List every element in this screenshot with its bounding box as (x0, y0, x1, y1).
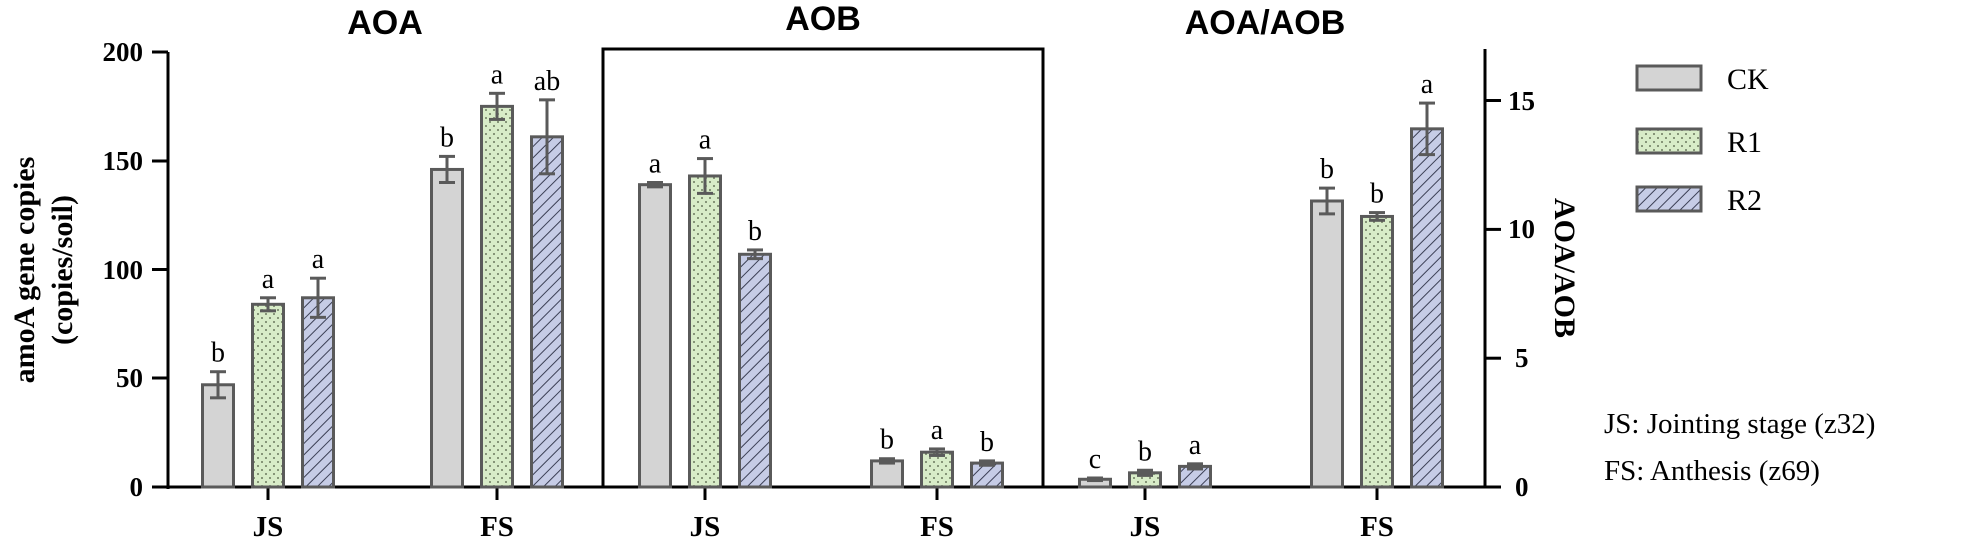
cat-label-aoa-js: JS (253, 511, 284, 543)
legend-swatch-r2 (1635, 185, 1703, 213)
sig-label-aoa-aob-js-ck: c (1089, 444, 1101, 475)
right-tick-label-0: 0 (1515, 472, 1529, 502)
left-axis-label-line2: (copies/soil) (46, 195, 79, 345)
sig-label-aob-js-r1: a (699, 125, 712, 156)
right-tick-label-5: 5 (1515, 343, 1529, 373)
sig-label-aoa-js-ck: b (211, 338, 225, 369)
bar-aob-fs-ck (870, 459, 904, 489)
sig-label-aoa-aob-js-r2: a (1189, 430, 1202, 461)
sig-label-aoa-aob-fs-ck: b (1320, 154, 1334, 185)
bar-aoa-aob-fs-ck (1310, 199, 1344, 489)
note-fs: FS: Anthesis (z69) (1604, 455, 1820, 487)
legend-swatch-r1 (1635, 127, 1703, 155)
right-tick-label-15: 15 (1508, 86, 1535, 116)
bar-aob-js-ck (638, 183, 672, 489)
right-ticks: 0 5 10 15 (1485, 86, 1535, 502)
sig-label-aoa-aob-js-r1: b (1138, 436, 1152, 467)
sig-label-aoa-fs-ck: b (440, 122, 454, 153)
left-tick-label-150: 150 (103, 146, 144, 176)
panel-title-aob: AOB (785, 0, 861, 38)
left-tick-label-100: 100 (103, 255, 144, 285)
cat-label-ratio-fs: FS (1360, 511, 1394, 543)
cat-label-aoa-fs: FS (480, 511, 514, 543)
bar-aoa-aob-fs-r2 (1410, 127, 1444, 489)
sig-label-aoa-fs-r1: a (491, 59, 504, 90)
legend: CK R1 R2 (1635, 63, 1769, 217)
sig-label-aoa-js-r2: a (312, 244, 325, 275)
bar-aob-js-r1 (688, 174, 722, 489)
bar-aoa-js-r2 (301, 296, 335, 489)
bar-aoa-fs-r1 (480, 104, 514, 489)
sig-label-aob-js-r2: b (748, 216, 762, 247)
bar-aob-js-r2 (738, 252, 772, 489)
legend-swatch-ck (1635, 64, 1703, 92)
cat-label-aob-js: JS (690, 511, 721, 543)
sig-label-aob-fs-r2: b (980, 427, 994, 458)
left-axis-label-line1: amoA gene copies (8, 157, 41, 384)
panel-title-aoa: AOA (347, 4, 423, 42)
note-js: JS: Jointing stage (z32) (1604, 408, 1875, 440)
cat-label-ratio-js: JS (1130, 511, 1161, 543)
bar-aoa-js-r1 (251, 302, 285, 489)
bar-aoa-fs-ck (430, 167, 464, 489)
left-ticks: 0 50 100 150 200 (103, 37, 168, 502)
bar-aoa-aob-fs-r1 (1360, 214, 1394, 489)
sig-label-aob-fs-r1: a (931, 415, 944, 446)
sig-label-aoa-aob-fs-r1: b (1370, 179, 1384, 210)
cat-label-aob-fs: FS (920, 511, 954, 543)
legend-label-r1: R1 (1727, 126, 1762, 159)
sig-label-aoa-js-r1: a (262, 264, 275, 295)
bar-aoa-js-ck (201, 383, 235, 489)
right-axis-label: AOA/AOB (1548, 198, 1581, 338)
left-tick-label-50: 50 (116, 363, 143, 393)
legend-label-ck: CK (1727, 63, 1769, 96)
sig-label-aoa-aob-fs-r2: a (1421, 69, 1434, 100)
left-tick-label-200: 200 (103, 37, 144, 67)
legend-label-r2: R2 (1727, 184, 1762, 217)
sig-label-aob-fs-ck: b (880, 425, 894, 456)
bar-aoa-fs-r2 (530, 135, 564, 489)
left-tick-label-0: 0 (130, 472, 144, 502)
right-tick-label-10: 10 (1508, 214, 1535, 244)
sig-label-aoa-fs-r2: ab (534, 66, 560, 97)
category-axis: JS FS JS FS JS FS (253, 487, 1394, 543)
sig-label-aob-js-ck: a (649, 149, 662, 180)
bar-aob-fs-r1 (920, 450, 954, 489)
panel-title-aoa-aob: AOA/AOB (1185, 4, 1346, 42)
